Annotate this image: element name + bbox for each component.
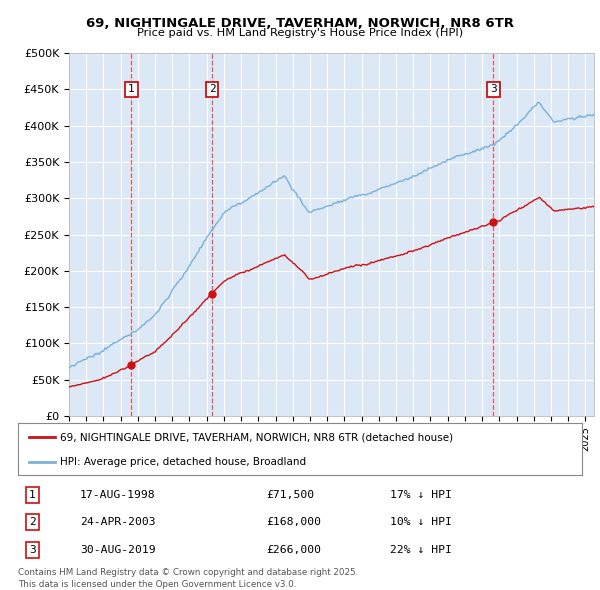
Text: 2: 2 [29, 517, 35, 527]
Text: 24-APR-2003: 24-APR-2003 [80, 517, 155, 527]
Text: 10% ↓ HPI: 10% ↓ HPI [390, 517, 452, 527]
Text: Contains HM Land Registry data © Crown copyright and database right 2025.
This d: Contains HM Land Registry data © Crown c… [18, 568, 358, 589]
Text: £71,500: £71,500 [266, 490, 314, 500]
Text: 30-AUG-2019: 30-AUG-2019 [80, 545, 155, 555]
Text: 69, NIGHTINGALE DRIVE, TAVERHAM, NORWICH, NR8 6TR (detached house): 69, NIGHTINGALE DRIVE, TAVERHAM, NORWICH… [60, 432, 454, 442]
Text: 17-AUG-1998: 17-AUG-1998 [80, 490, 155, 500]
Text: 17% ↓ HPI: 17% ↓ HPI [390, 490, 452, 500]
Text: 2: 2 [209, 84, 215, 94]
Text: 1: 1 [29, 490, 35, 500]
Text: Price paid vs. HM Land Registry's House Price Index (HPI): Price paid vs. HM Land Registry's House … [137, 28, 463, 38]
Text: 3: 3 [490, 84, 497, 94]
Text: 22% ↓ HPI: 22% ↓ HPI [390, 545, 452, 555]
Text: £266,000: £266,000 [266, 545, 321, 555]
Text: 69, NIGHTINGALE DRIVE, TAVERHAM, NORWICH, NR8 6TR: 69, NIGHTINGALE DRIVE, TAVERHAM, NORWICH… [86, 17, 514, 30]
Text: 3: 3 [29, 545, 35, 555]
Text: 1: 1 [128, 84, 135, 94]
Text: £168,000: £168,000 [266, 517, 321, 527]
Text: HPI: Average price, detached house, Broadland: HPI: Average price, detached house, Broa… [60, 457, 307, 467]
